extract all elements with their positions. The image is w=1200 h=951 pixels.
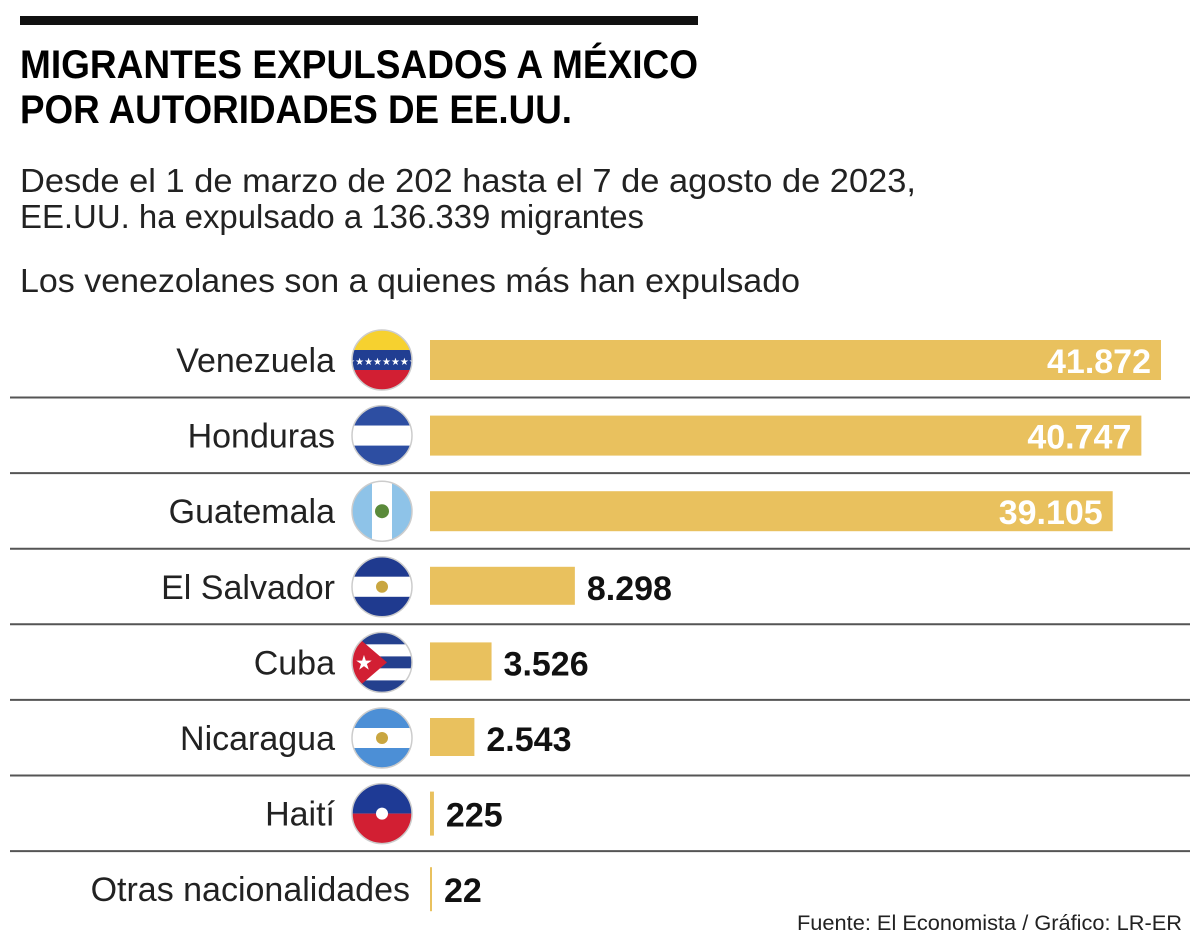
value-label: 225 <box>446 797 503 835</box>
category-label: Venezuela <box>176 342 335 380</box>
chart-row: Guatemala 39.105 <box>10 480 1190 550</box>
value-label: 2.543 <box>486 721 571 759</box>
value-label: 41.872 <box>1047 343 1151 381</box>
source-note: Fuente: El Economista / Gráfico: LR-ER <box>797 912 1182 935</box>
highlight-text: Los venezolanes son a quienes más han ex… <box>20 262 800 299</box>
chart-row: Otras nacionalidades 22 <box>91 867 482 912</box>
chart-row: Cuba ★ 3.526 <box>10 631 1190 701</box>
category-label: El Salvador <box>161 569 335 607</box>
bar <box>430 718 475 756</box>
chart-row: Nicaragua 2.543 <box>10 707 1190 777</box>
category-label: Honduras <box>188 418 335 456</box>
bar <box>430 791 434 836</box>
bar <box>430 867 432 912</box>
category-label: Cuba <box>254 644 335 682</box>
value-label: 40.747 <box>1027 419 1131 457</box>
guatemala-flag-icon <box>352 481 412 542</box>
bar <box>430 642 492 681</box>
category-label: Otras nacionalidades <box>91 871 410 909</box>
svg-text:★★★★★★★★: ★★★★★★★★ <box>346 357 418 368</box>
subtitle-line-1: Desde el 1 de marzo de 202 hasta el 7 de… <box>20 162 916 199</box>
category-label: Guatemala <box>169 493 335 531</box>
top-rule <box>20 16 698 25</box>
value-label: 3.526 <box>504 645 589 683</box>
bar <box>430 491 1113 532</box>
category-label: Nicaragua <box>180 720 335 758</box>
el-salvador-flag-icon <box>352 556 412 617</box>
svg-text:★: ★ <box>355 652 373 674</box>
bar <box>430 415 1142 456</box>
bar <box>430 340 1161 380</box>
nicaragua-flag-icon <box>352 708 412 768</box>
honduras-flag-icon: ★ ★ ★ <box>352 405 412 466</box>
title-line-1: MIGRANTES EXPULSADOS A MÉXICO <box>20 42 698 87</box>
value-label: 22 <box>444 872 482 910</box>
cuba-flag-icon: ★ <box>352 632 412 693</box>
value-label: 39.105 <box>999 494 1103 532</box>
chart-row: Venezuela ★★★★★★★★ 41.872 <box>10 329 1190 399</box>
svg-text:★ ★ ★: ★ ★ ★ <box>366 433 398 444</box>
value-label: 8.298 <box>587 570 672 608</box>
chart-row: Honduras ★ ★ ★ 40.747 <box>10 404 1190 475</box>
subtitle-line-2: EE.UU. ha expulsado a 136.339 migrantes <box>20 198 644 235</box>
category-label: Haití <box>265 796 335 834</box>
chart-row: Haití 225 <box>10 782 1190 853</box>
title-line-2: POR AUTORIDADES DE EE.UU. <box>20 88 572 132</box>
bar <box>430 566 575 605</box>
chart-row: El Salvador 8.298 <box>10 556 1190 626</box>
venezuela-flag-icon: ★★★★★★★★ <box>346 330 418 390</box>
